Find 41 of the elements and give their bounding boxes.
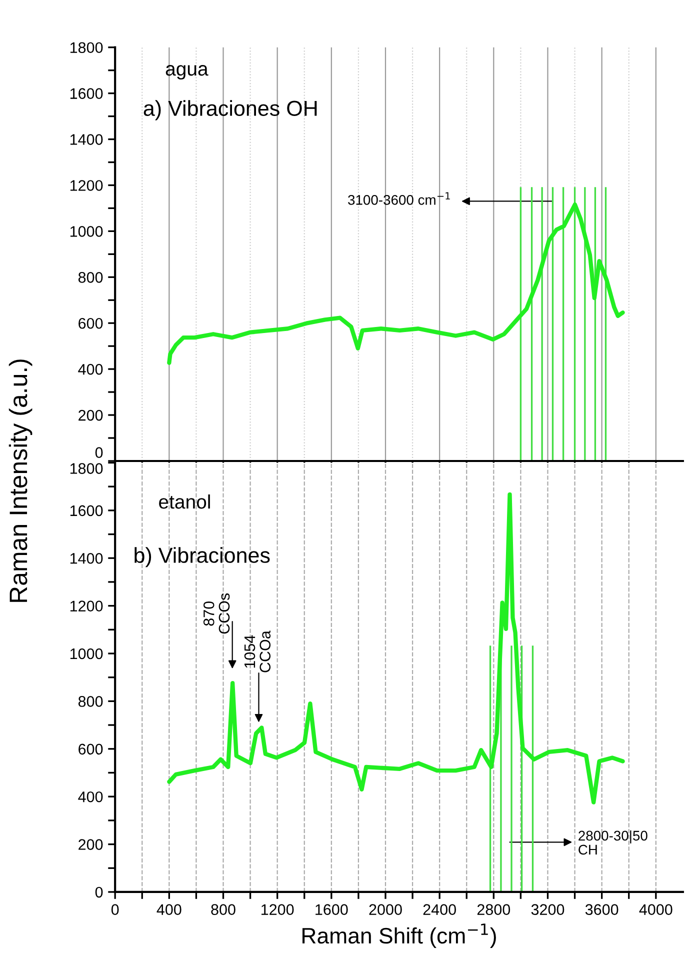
x-tick-label: 3200 xyxy=(531,904,564,915)
y-tick-label: 1000 xyxy=(70,648,103,660)
x-tick-label: 2000 xyxy=(369,904,402,915)
annotation: 3100-3600 cm$^{−1}$ xyxy=(348,192,450,205)
y-tick-label: 1400 xyxy=(70,552,103,564)
y-tick-label: 800 xyxy=(78,272,103,283)
y-tick-label: 0 xyxy=(95,447,103,458)
y-tick-label: 400 xyxy=(78,364,103,375)
annotation: a) Vibraciones OH xyxy=(144,100,317,120)
annotation: 870 CCOs xyxy=(203,593,230,634)
y-tick-label: 1200 xyxy=(70,180,103,191)
y-tick-label: 1800 xyxy=(70,42,103,54)
y-tick-label: 200 xyxy=(78,839,103,850)
y-tick-label: 400 xyxy=(78,791,103,802)
y-tick-label: 1600 xyxy=(70,88,103,99)
y-tick-label: 1000 xyxy=(70,226,103,237)
annotation: 2800-30|50 CH xyxy=(578,830,648,855)
annotation: b) Vibraciones xyxy=(134,547,270,568)
x-tick-label: 800 xyxy=(211,904,236,915)
y-tick-label: 200 xyxy=(78,410,103,421)
annotation: 1054 CCOa xyxy=(244,630,271,672)
y-tick-label: 1200 xyxy=(70,600,103,612)
x-tick-label: 400 xyxy=(156,904,182,915)
y-axis-title: Raman Intensity (a.u.) xyxy=(8,360,32,602)
y-tick-label: 600 xyxy=(78,318,103,329)
annotation: etanol xyxy=(159,494,210,509)
y-tick-label: 800 xyxy=(78,696,103,707)
x-tick-label: 2400 xyxy=(423,904,456,915)
x-tick-label: 0 xyxy=(111,904,119,915)
x-tick-label: 4000 xyxy=(639,904,672,915)
x-tick-label: 1600 xyxy=(316,904,348,915)
y-tick-label: 0 xyxy=(95,886,103,898)
x-tick-label: 1200 xyxy=(262,904,294,915)
x-axis-title: Raman Shift (cm$^{−1}$) xyxy=(302,924,496,948)
y-tick-label: 600 xyxy=(78,744,103,755)
y-tick-label: 1600 xyxy=(70,505,103,516)
x-tick-label: 3600 xyxy=(585,904,618,915)
annotation: agua xyxy=(166,65,208,80)
y-tick-label: 1800 xyxy=(70,463,103,474)
x-tick-label: 2800 xyxy=(477,904,510,915)
y-tick-label: 1400 xyxy=(70,134,103,145)
